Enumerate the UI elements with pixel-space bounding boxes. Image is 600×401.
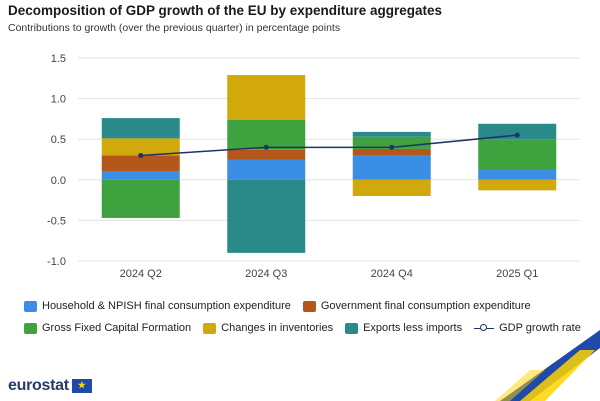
bar-segment xyxy=(352,179,431,197)
legend-label-gdp: GDP growth rate xyxy=(499,322,581,334)
bar-segment xyxy=(227,149,306,160)
bar-chart: 1.5 1.0 0.5 0.0 -0.5 -1.0 2024 Q2 2024 Q3 2024 Q… xyxy=(47,53,580,280)
legend-item-inventories[interactable]: Changes in inventories xyxy=(203,322,333,334)
x-tick-label: 2024 Q3 xyxy=(245,268,287,280)
bar-segment xyxy=(101,179,180,218)
bar-segment xyxy=(227,119,306,150)
x-tick-label: 2024 Q2 xyxy=(120,268,162,280)
y-tick-label: 1.0 xyxy=(51,94,66,106)
gdp-growth-point xyxy=(138,152,144,158)
bar-segment xyxy=(227,159,306,180)
y-tick-label: 0.0 xyxy=(51,175,66,187)
y-tick-label: 1.5 xyxy=(51,53,66,65)
legend-item-gfcf[interactable]: Gross Fixed Capital Formation xyxy=(24,322,191,334)
chart-title: Decomposition of GDP growth of the EU by… xyxy=(8,3,443,18)
legend-label-gfcf: Gross Fixed Capital Formation xyxy=(42,322,192,334)
legend-label-government: Government final consumption expenditure xyxy=(320,300,531,312)
bar-segment xyxy=(478,139,557,171)
chart-legend: Household & NPISH final consumption expe… xyxy=(24,295,594,339)
legend-label-exports: Exports less imports xyxy=(363,322,463,334)
x-tick-label: 2024 Q4 xyxy=(371,268,413,280)
legend-label-inventories: Changes in inventories xyxy=(221,322,334,334)
legend-item-household[interactable]: Household & NPISH final consumption expe… xyxy=(24,300,291,312)
bar-segment xyxy=(478,170,557,180)
bar-segment xyxy=(352,155,431,180)
y-tick-label: 0.5 xyxy=(51,134,66,146)
bar-segment xyxy=(352,148,431,156)
corner-decoration-icon xyxy=(495,330,600,401)
legend-swatch-government xyxy=(302,300,316,312)
x-tick-label: 2025 Q1 xyxy=(496,268,538,280)
bar-segment xyxy=(352,131,431,137)
gdp-growth-point xyxy=(389,144,395,150)
eu-flag-icon xyxy=(71,379,92,393)
bar-segment xyxy=(227,179,306,253)
bar-segment xyxy=(478,179,557,191)
bar-segment xyxy=(227,75,306,120)
gdp-growth-point xyxy=(263,144,269,150)
legend-item-gdp[interactable]: GDP growth rate xyxy=(474,322,581,334)
legend-item-government[interactable]: Government final consumption expenditure xyxy=(302,300,531,312)
legend-swatch-inventories xyxy=(203,322,217,334)
legend-swatch-gfcf xyxy=(24,322,37,334)
legend-item-exports[interactable]: Exports less imports xyxy=(345,322,462,334)
eurostat-logo: eurostat xyxy=(8,377,92,395)
chart-subtitle: Contributions to growth (over the previo… xyxy=(8,22,341,34)
bar-segment xyxy=(478,123,557,140)
y-tick-label: -1.0 xyxy=(47,256,66,268)
y-tick-label: -0.5 xyxy=(47,215,66,227)
legend-swatch-household xyxy=(24,300,37,312)
legend-label-household: Household & NPISH final consumption expe… xyxy=(42,300,291,312)
bar-segment xyxy=(101,155,180,172)
bar-segment xyxy=(101,171,180,180)
bar-segment xyxy=(101,118,180,139)
bar-segment xyxy=(101,138,180,156)
legend-swatch-exports xyxy=(345,322,359,334)
gdp-growth-line xyxy=(140,134,518,157)
gdp-growth-point xyxy=(514,132,520,138)
legend-swatch-gdp xyxy=(474,323,495,334)
